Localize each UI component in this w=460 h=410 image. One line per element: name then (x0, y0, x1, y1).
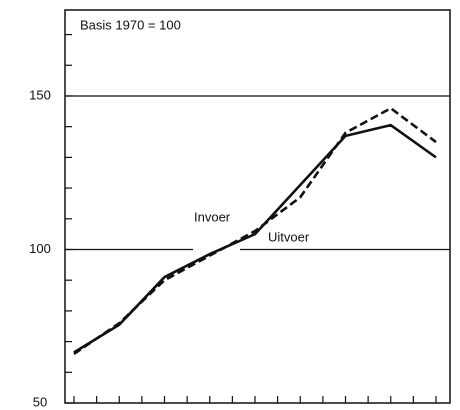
y-tick-label: 100 (29, 241, 51, 256)
basis-note: Basis 1970 = 100 (80, 17, 181, 32)
invoer-label: Invoer (194, 209, 231, 224)
series-line (73, 106, 437, 355)
plot-frame (64, 9, 451, 404)
y-tick-label: 50 (33, 394, 47, 409)
series-line (73, 123, 437, 354)
uitvoer-label: Uitvoer (268, 229, 310, 244)
y-tick-label: 150 (29, 87, 51, 102)
